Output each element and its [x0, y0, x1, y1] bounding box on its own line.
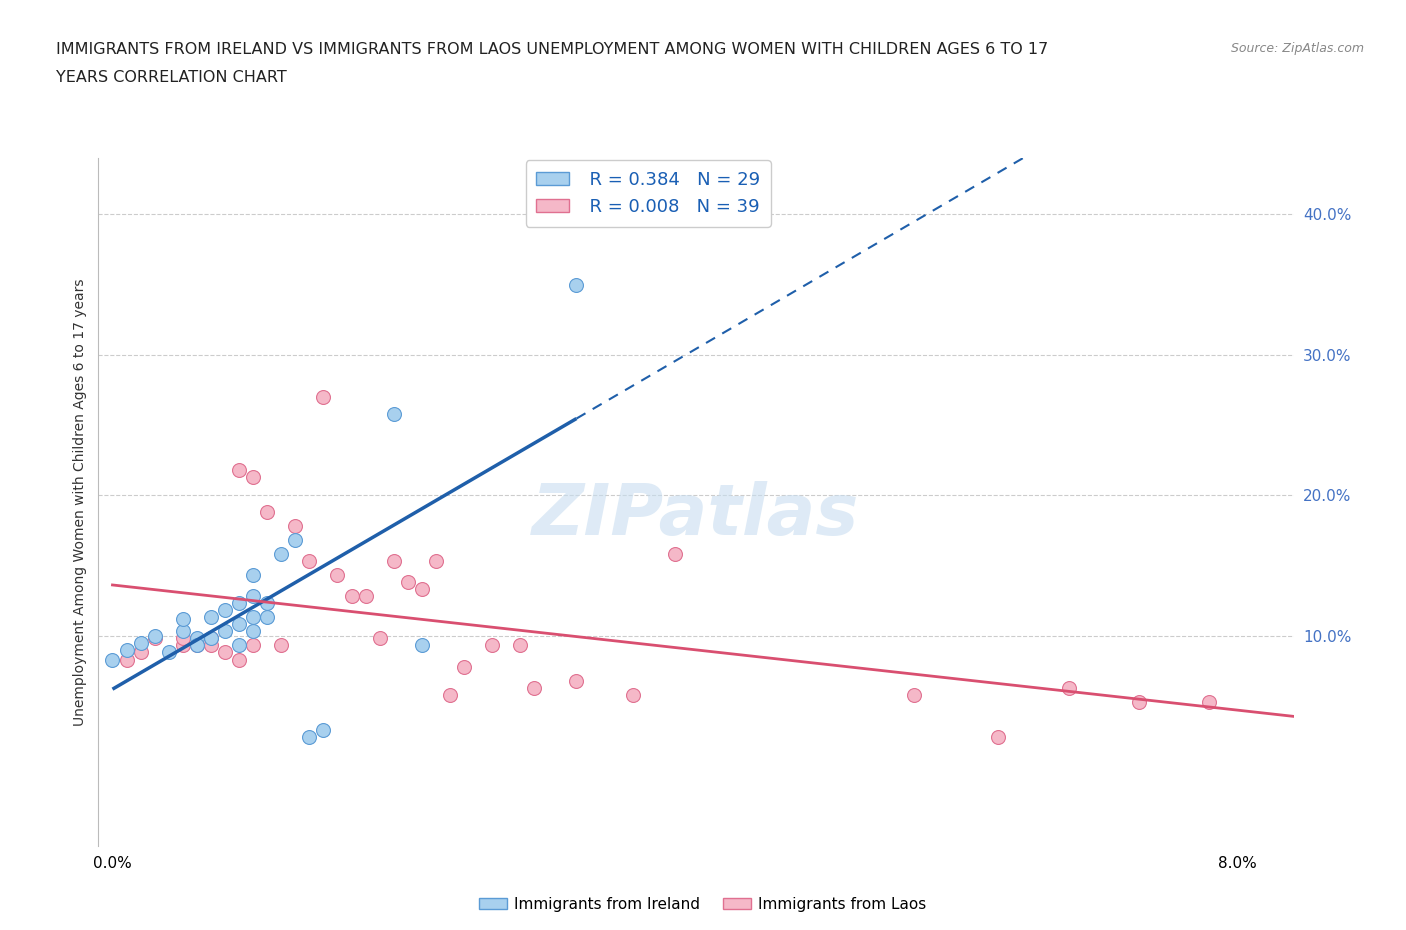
- Text: ZIPatlas: ZIPatlas: [533, 482, 859, 551]
- Point: [228, 617, 250, 631]
- Point: [1198, 694, 1220, 709]
- Point: [382, 406, 405, 421]
- Point: [172, 624, 194, 639]
- Point: [214, 603, 236, 618]
- Y-axis label: Unemployment Among Women with Children Ages 6 to 17 years: Unemployment Among Women with Children A…: [73, 278, 87, 726]
- Point: [439, 687, 461, 702]
- Point: [200, 631, 222, 645]
- Point: [565, 277, 588, 292]
- Point: [411, 638, 433, 653]
- Point: [242, 638, 264, 653]
- Point: [298, 729, 321, 744]
- Point: [242, 610, 264, 625]
- Point: [186, 638, 208, 653]
- Point: [382, 553, 405, 568]
- Point: [354, 589, 377, 604]
- Point: [172, 611, 194, 626]
- Point: [129, 635, 152, 650]
- Point: [129, 645, 152, 660]
- Point: [186, 631, 208, 645]
- Point: [523, 680, 546, 695]
- Point: [186, 638, 208, 653]
- Point: [172, 638, 194, 653]
- Point: [298, 553, 321, 568]
- Point: [200, 610, 222, 625]
- Point: [242, 624, 264, 639]
- Legend:   R = 0.384   N = 29,   R = 0.008   N = 39: R = 0.384 N = 29, R = 0.008 N = 39: [526, 160, 770, 227]
- Point: [312, 390, 335, 405]
- Point: [621, 687, 644, 702]
- Point: [143, 631, 166, 645]
- Point: [284, 519, 307, 534]
- Point: [200, 631, 222, 645]
- Point: [256, 596, 278, 611]
- Point: [228, 652, 250, 667]
- Point: [411, 582, 433, 597]
- Point: [565, 673, 588, 688]
- Point: [1128, 694, 1150, 709]
- Point: [312, 723, 335, 737]
- Point: [228, 638, 250, 653]
- Point: [340, 589, 363, 604]
- Point: [903, 687, 925, 702]
- Point: [214, 624, 236, 639]
- Point: [242, 589, 264, 604]
- Point: [228, 462, 250, 477]
- Point: [200, 638, 222, 653]
- Point: [101, 652, 124, 667]
- Point: [143, 628, 166, 643]
- Point: [368, 631, 391, 645]
- Point: [256, 505, 278, 520]
- Point: [664, 547, 686, 562]
- Point: [453, 659, 475, 674]
- Point: [242, 470, 264, 485]
- Point: [115, 652, 138, 667]
- Text: Source: ZipAtlas.com: Source: ZipAtlas.com: [1230, 42, 1364, 55]
- Point: [509, 638, 531, 653]
- Text: YEARS CORRELATION CHART: YEARS CORRELATION CHART: [56, 70, 287, 85]
- Legend: Immigrants from Ireland, Immigrants from Laos: Immigrants from Ireland, Immigrants from…: [474, 891, 932, 918]
- Point: [172, 631, 194, 645]
- Point: [270, 638, 292, 653]
- Point: [115, 643, 138, 658]
- Point: [987, 729, 1010, 744]
- Point: [256, 610, 278, 625]
- Point: [425, 553, 447, 568]
- Point: [228, 596, 250, 611]
- Point: [1057, 680, 1080, 695]
- Point: [157, 645, 180, 660]
- Point: [242, 568, 264, 583]
- Point: [326, 568, 349, 583]
- Point: [284, 533, 307, 548]
- Text: IMMIGRANTS FROM IRELAND VS IMMIGRANTS FROM LAOS UNEMPLOYMENT AMONG WOMEN WITH CH: IMMIGRANTS FROM IRELAND VS IMMIGRANTS FR…: [56, 42, 1049, 57]
- Point: [481, 638, 503, 653]
- Point: [396, 575, 419, 590]
- Point: [214, 645, 236, 660]
- Point: [270, 547, 292, 562]
